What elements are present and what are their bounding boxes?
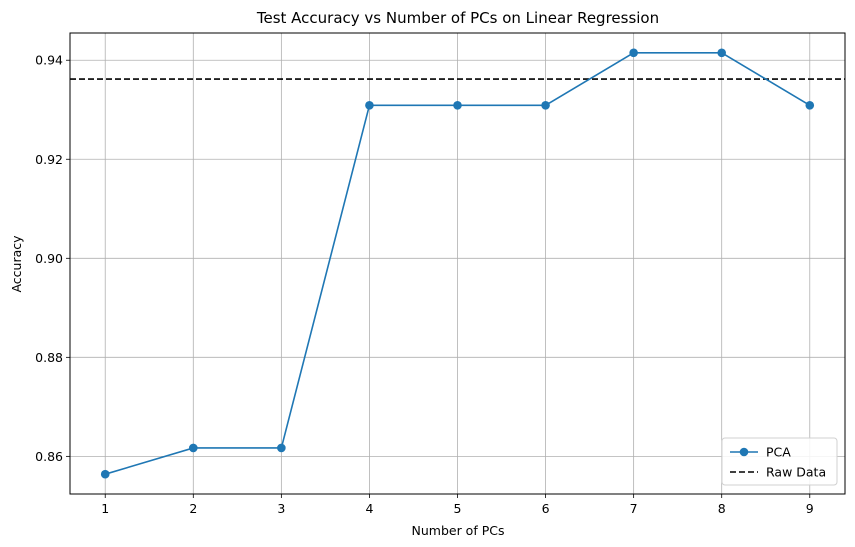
y-tick-label: 0.88 [35,350,63,365]
x-tick-label: 8 [718,501,726,516]
legend: PCA Raw Data [721,437,838,486]
data-point [453,100,462,110]
data-point [100,469,110,479]
data-point [541,100,550,110]
data-point [805,100,815,110]
x-tick-label: 3 [277,501,285,516]
y-tick-label: 0.94 [35,53,63,68]
data-point [629,48,638,58]
data-point [717,48,727,58]
x-tick-label: 1 [101,501,109,516]
x-tick-label: 5 [454,501,462,516]
data-points [100,48,815,479]
grid [70,33,845,494]
y-tick-label: 0.86 [35,449,63,464]
x-tick-label: 9 [806,501,814,516]
y-tick-label: 0.92 [35,152,63,167]
chart-title: Test Accuracy vs Number of PCs on Linear… [256,9,659,27]
legend-marker-pca [739,447,749,457]
legend-label-raw-data: Raw Data [766,465,826,480]
x-axis-label: Number of PCs [412,523,505,538]
data-point [365,100,374,110]
x-axis-ticks: 1 2 3 4 5 6 7 8 9 [101,494,814,516]
x-tick-label: 4 [365,501,373,516]
x-tick-label: 7 [630,501,638,516]
y-axis-label: Accuracy [9,235,24,293]
y-axis-ticks: 0.86 0.88 0.90 0.92 0.94 [35,53,70,464]
x-tick-label: 6 [542,501,550,516]
legend-box [721,437,838,486]
data-point [188,443,198,453]
y-tick-label: 0.90 [35,251,63,266]
x-tick-label: 2 [189,501,197,516]
data-point [277,443,286,453]
legend-label-pca: PCA [766,445,791,460]
